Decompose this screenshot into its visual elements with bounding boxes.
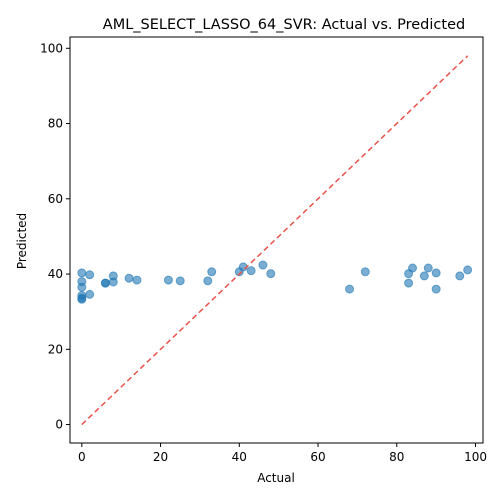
plot-frame bbox=[69, 36, 484, 444]
data-point bbox=[207, 267, 217, 277]
y-tick-label: 0 bbox=[55, 418, 63, 432]
data-point bbox=[258, 260, 268, 270]
data-point bbox=[77, 282, 87, 292]
x-axis-label: Actual bbox=[257, 471, 295, 485]
data-point bbox=[360, 267, 370, 277]
y-tick-label: 20 bbox=[48, 342, 63, 356]
data-point bbox=[85, 270, 95, 280]
data-point bbox=[455, 271, 465, 281]
data-point bbox=[266, 269, 276, 279]
plot-area bbox=[69, 36, 484, 444]
data-point bbox=[108, 277, 118, 287]
data-point bbox=[100, 278, 110, 288]
x-tick-label: 40 bbox=[232, 450, 247, 464]
data-point bbox=[423, 263, 433, 273]
y-tick-label: 60 bbox=[48, 192, 63, 206]
x-tick-label: 0 bbox=[78, 450, 86, 464]
y-tick-label: 40 bbox=[48, 267, 63, 281]
x-axis: 0 20 40 60 80 100 bbox=[78, 443, 487, 464]
x-tick-label: 20 bbox=[153, 450, 168, 464]
y-tick-label: 100 bbox=[40, 41, 63, 55]
data-point bbox=[246, 266, 256, 276]
y-axis: 0 20 40 60 80 100 bbox=[40, 41, 70, 432]
x-tick-label: 100 bbox=[464, 450, 487, 464]
x-tick-label: 60 bbox=[310, 450, 325, 464]
x-tick-label: 80 bbox=[389, 450, 404, 464]
data-point bbox=[431, 284, 441, 294]
reference-line bbox=[81, 55, 469, 426]
data-point bbox=[77, 294, 87, 304]
data-point bbox=[203, 276, 213, 286]
data-point bbox=[345, 284, 355, 294]
data-point bbox=[408, 263, 418, 273]
data-point bbox=[175, 276, 185, 286]
data-point bbox=[463, 265, 473, 275]
data-point bbox=[124, 273, 134, 283]
data-point bbox=[431, 268, 441, 278]
data-point bbox=[77, 268, 87, 278]
data-point bbox=[85, 289, 95, 299]
y-axis-label: Predicted bbox=[15, 213, 29, 269]
data-point bbox=[419, 271, 429, 281]
data-point bbox=[163, 275, 173, 285]
data-point bbox=[132, 275, 142, 285]
chart-title: AML_SELECT_LASSO_64_SVR: Actual vs. Pred… bbox=[103, 17, 465, 33]
y-tick-label: 80 bbox=[48, 117, 63, 131]
data-point bbox=[404, 278, 414, 288]
